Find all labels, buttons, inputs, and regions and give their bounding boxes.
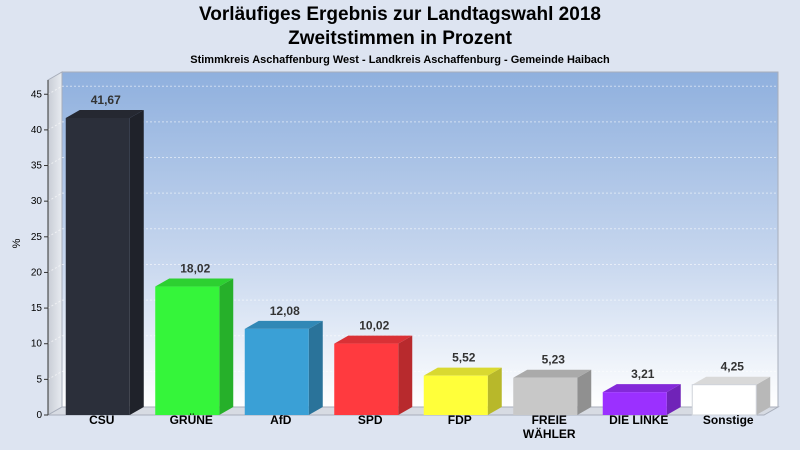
- bar-side-3: [398, 335, 413, 415]
- gridline-side: [47, 228, 63, 238]
- bar-side-0: [129, 109, 144, 416]
- bar-top-7: [692, 376, 771, 385]
- bar-3: [334, 343, 399, 415]
- bar-top-6: [602, 384, 681, 393]
- gridline-side: [47, 85, 63, 95]
- y-tick-label: 5: [36, 374, 42, 385]
- y-tick-label: 40: [31, 125, 43, 136]
- bar-6: [602, 392, 667, 415]
- bar-7: [691, 384, 757, 416]
- y-tick-label: 0: [36, 410, 42, 421]
- bar-0: [65, 117, 130, 416]
- x-tick-label-2: AfD: [270, 413, 292, 427]
- data-label-4: 5,52: [452, 351, 476, 365]
- y-tick-label: 25: [31, 232, 43, 243]
- data-label-5: 5,23: [542, 353, 566, 367]
- y-tick-label: 20: [31, 267, 43, 278]
- bar-side-5: [577, 369, 592, 415]
- bar-2: [244, 328, 309, 415]
- bar-top-5: [513, 369, 592, 378]
- x-tick-label-6: DIE LINKE: [609, 413, 668, 427]
- gridline-side: [47, 192, 63, 202]
- bar-top-0: [65, 109, 144, 118]
- gridline-side: [47, 299, 63, 309]
- bar-side-7: [756, 376, 771, 415]
- x-tick-label-5-line0: FREIE: [532, 413, 567, 427]
- chart-caption: Stimmkreis Aschaffenburg West - Landkrei…: [190, 54, 610, 66]
- y-tick-label: 30: [31, 196, 43, 207]
- x-tick-label-7: Sonstige: [703, 413, 754, 427]
- x-tick-label-0: CSU: [89, 413, 114, 427]
- bar-side-1: [219, 278, 234, 415]
- data-label-2: 12,08: [270, 304, 300, 318]
- gridline-side: [47, 370, 63, 380]
- x-tick-label-5-line1: WÄHLER: [523, 426, 576, 441]
- data-label-0: 41,67: [91, 93, 121, 107]
- bar-side-2: [308, 320, 323, 415]
- bar-4: [423, 375, 488, 415]
- y-tick-label: 10: [31, 339, 43, 350]
- bar-top-2: [244, 320, 323, 329]
- chart-subtitle: Zweitstimmen in Prozent: [288, 28, 512, 49]
- data-label-3: 10,02: [359, 319, 389, 333]
- y-tick-label: 45: [31, 89, 43, 100]
- y-axis-label: %: [11, 238, 23, 248]
- data-label-6: 3,21: [631, 367, 655, 381]
- bar-top-3: [334, 335, 413, 344]
- gridline-side: [47, 121, 63, 131]
- bar-1: [155, 286, 220, 415]
- gridline-side: [47, 264, 63, 273]
- bar-top-1: [155, 278, 234, 287]
- bar-side-6: [666, 384, 681, 415]
- bar-side-4: [487, 367, 502, 415]
- x-tick-label-1: GRÜNE: [170, 412, 213, 427]
- data-label-7: 4,25: [721, 360, 745, 374]
- x-tick-label-4: FDP: [448, 413, 472, 427]
- data-label-1: 18,02: [180, 262, 210, 276]
- bar-5: [513, 377, 578, 415]
- x-tick-label-3: SPD: [358, 413, 383, 427]
- bar-top-4: [423, 367, 502, 376]
- gridline-side: [47, 335, 63, 345]
- chart-title: Vorläufiges Ergebnis zur Landtagswahl 20…: [199, 4, 601, 25]
- y-tick-label: 15: [31, 303, 43, 314]
- gridline-side: [47, 157, 63, 166]
- y-tick-label: 35: [31, 161, 43, 172]
